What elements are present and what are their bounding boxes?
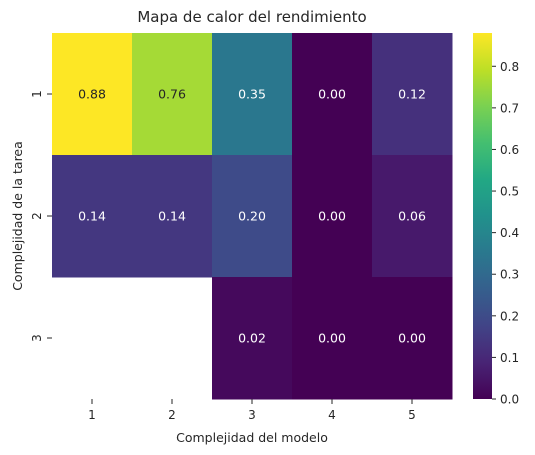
- colorbar-tick-label: 0.7: [500, 101, 519, 115]
- colorbar: 0.0 0.1 0.2 0.3 0.4 0.5 0.6 0.7 0.8: [473, 33, 519, 407]
- cell-value-label: 0.00: [318, 87, 346, 102]
- cell-value-label: 0.35: [238, 87, 266, 102]
- cell-value-label: 0.76: [158, 87, 186, 102]
- y-tick-label: 1: [30, 90, 44, 98]
- x-tick-label: 1: [88, 408, 96, 422]
- cell-value-label: 0.00: [398, 331, 426, 346]
- heatmap-cell: [212, 277, 293, 400]
- x-axis-label: Complejidad del modelo: [176, 430, 328, 445]
- colorbar-tick-label: 0.1: [500, 351, 519, 365]
- colorbar-tick-label: 0.4: [500, 226, 519, 240]
- x-axis-ticks: 1 2 3 4 5: [88, 399, 416, 422]
- cell-value-label: 0.00: [318, 331, 346, 346]
- y-tick-label: 2: [30, 212, 44, 220]
- x-tick-label: 2: [168, 408, 176, 422]
- heatmap-cell: [372, 33, 453, 156]
- cell-value-label: 0.06: [398, 209, 426, 224]
- heatmap-cell: [292, 33, 373, 156]
- x-tick-label: 3: [248, 408, 256, 422]
- cell-value-label: 0.00: [318, 209, 346, 224]
- heatmap-cell: [292, 277, 373, 400]
- colorbar-tick-label: 0.5: [500, 185, 519, 199]
- cell-value-label: 0.88: [78, 87, 106, 102]
- cell-value-label: 0.14: [158, 209, 186, 224]
- cell-value-label: 0.02: [238, 331, 266, 346]
- heatmap-cell: [212, 155, 293, 278]
- heatmap-cell: [132, 33, 213, 156]
- heatmap-cells: 0.88 0.76 0.35 0.00 0.12 0.14 0.14 0.20 0.00 0.06…: [52, 33, 453, 400]
- colorbar-tick-label: 0.6: [500, 143, 519, 157]
- heatmap-cell: [372, 277, 453, 400]
- y-tick-label: 3: [30, 334, 44, 342]
- chart-title: Mapa de calor del rendimiento: [137, 8, 366, 26]
- x-tick-label: 4: [328, 408, 336, 422]
- colorbar-tick-label: 0.3: [500, 268, 519, 282]
- x-tick-label: 5: [408, 408, 416, 422]
- colorbar-gradient: [473, 33, 492, 399]
- heatmap-cell: [52, 33, 133, 156]
- heatmap-cell: [212, 33, 293, 156]
- colorbar-tick-label: 0.0: [500, 393, 519, 407]
- y-axis-label: Complejidad de la tarea: [10, 141, 25, 291]
- colorbar-tick-label: 0.2: [500, 309, 519, 323]
- colorbar-tick-label: 0.8: [500, 60, 519, 74]
- heatmap-cell: [52, 155, 133, 278]
- heatmap-cell: [132, 155, 213, 278]
- heatmap-cell: [372, 155, 453, 278]
- y-axis-ticks: 1 2 3: [30, 90, 52, 342]
- heatmap-cell: [292, 155, 373, 278]
- cell-value-label: 0.12: [398, 87, 426, 102]
- cell-value-label: 0.14: [78, 209, 106, 224]
- cell-value-label: 0.20: [238, 209, 266, 224]
